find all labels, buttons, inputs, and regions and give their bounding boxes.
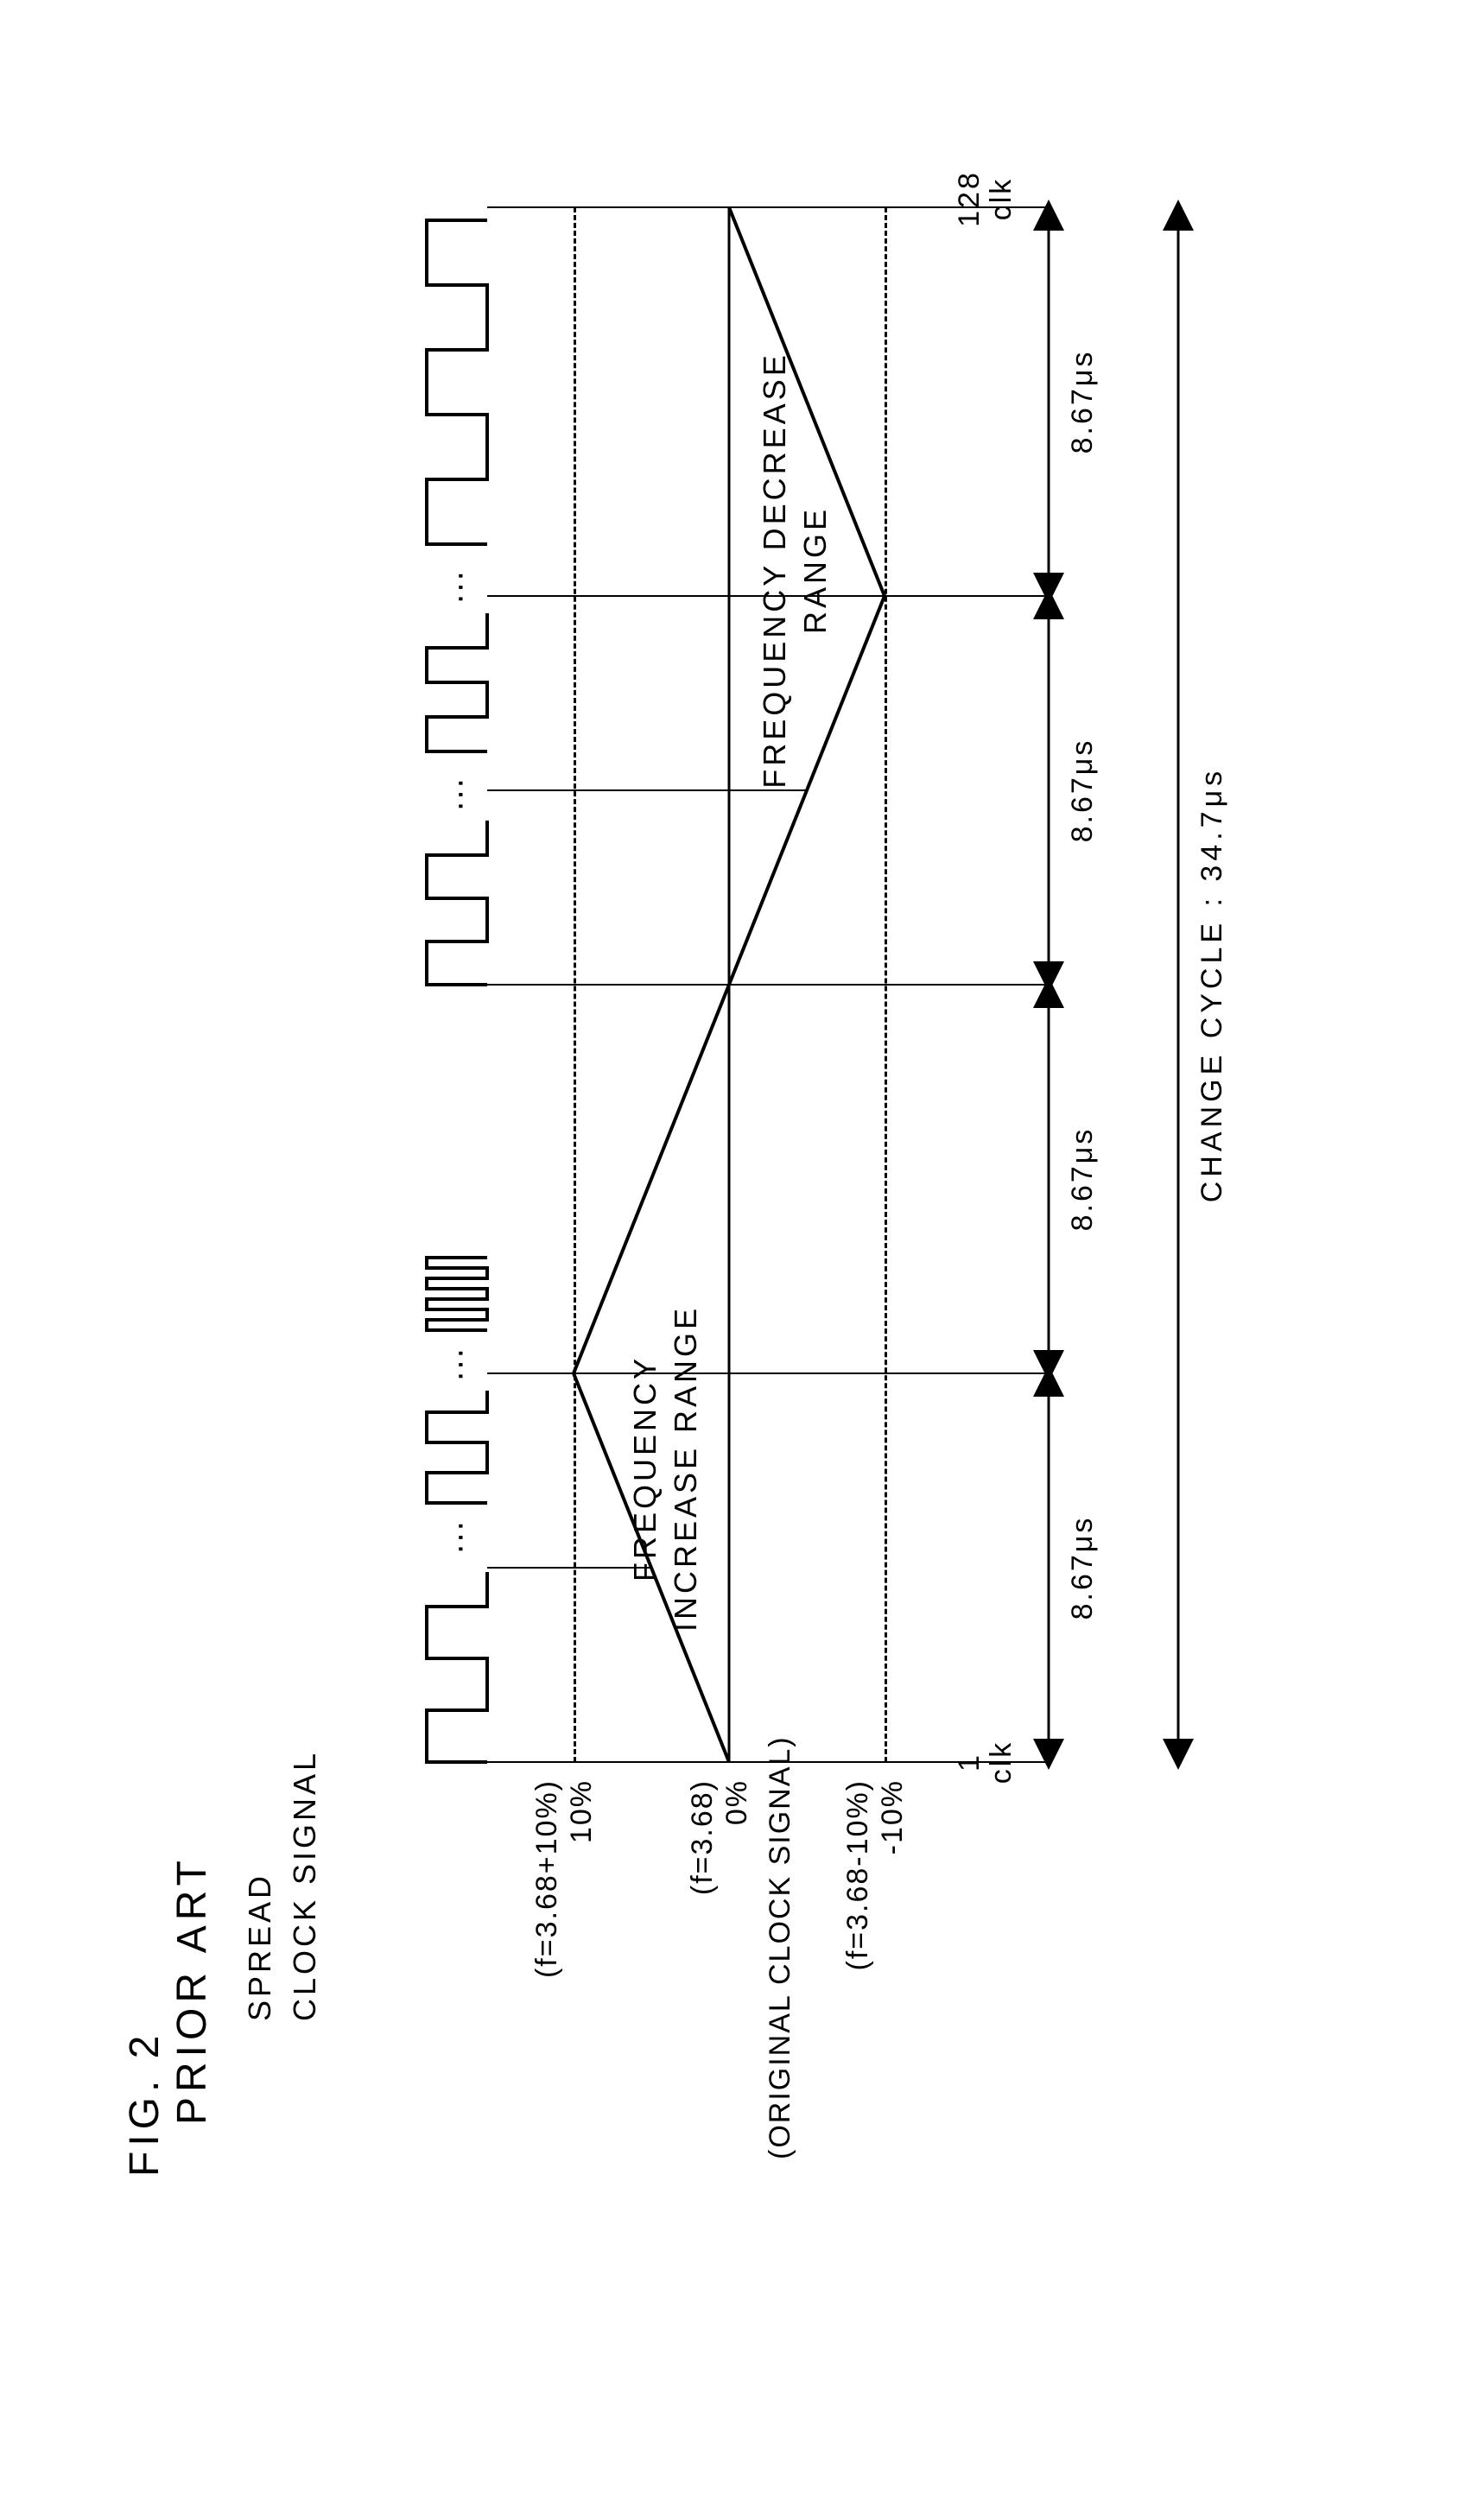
svg-text:···: ··· xyxy=(440,1520,478,1555)
svg-text:···: ··· xyxy=(440,1347,478,1382)
freq-increase: FREQUENCY INCREASE RANGE xyxy=(625,1244,707,1693)
svg-text:···: ··· xyxy=(440,777,478,812)
clk-end: 128 clk xyxy=(954,138,1018,259)
figure-title: FIG. 2 PRIOR ART xyxy=(121,35,216,2177)
signal-label-1: SPREAD xyxy=(242,35,278,2021)
svg-text:···: ··· xyxy=(440,570,478,605)
seg-1: 8.67μs xyxy=(1066,985,1100,1373)
clk-start: 1 clk xyxy=(954,1710,1018,1814)
seg-0: 8.67μs xyxy=(1066,1373,1100,1762)
change-cycle: CHANGE CYCLE : 34.7μs xyxy=(1195,207,1229,1762)
title-line2: PRIOR ART xyxy=(168,35,216,2125)
signal-label-2: CLOCK SIGNAL xyxy=(287,35,323,2021)
seg-2: 8.67μs xyxy=(1066,596,1100,985)
freq-decrease: FREQUENCY DECREASE RANGE xyxy=(755,268,836,872)
title-line1: FIG. 2 xyxy=(121,35,168,2177)
seg-3: 8.67μs xyxy=(1066,207,1100,596)
diagram: (f=3.68+10%) 10% (f=3.68) 0% (ORIGINAL C… xyxy=(332,121,1282,2194)
